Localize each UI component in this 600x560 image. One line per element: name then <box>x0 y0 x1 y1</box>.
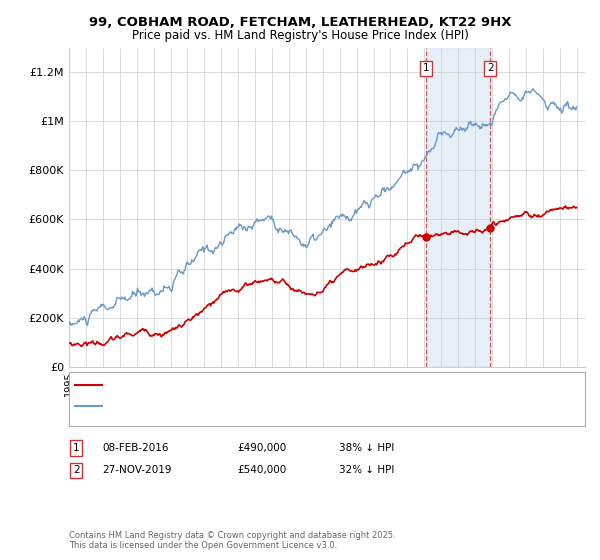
Text: Contains HM Land Registry data © Crown copyright and database right 2025.
This d: Contains HM Land Registry data © Crown c… <box>69 530 395 550</box>
Text: £490,000: £490,000 <box>237 443 286 453</box>
Text: 99, COBHAM ROAD, FETCHAM, LEATHERHEAD, KT22 9HX (detached house): 99, COBHAM ROAD, FETCHAM, LEATHERHEAD, K… <box>108 380 482 390</box>
Text: £540,000: £540,000 <box>237 465 286 475</box>
Text: 08-FEB-2016: 08-FEB-2016 <box>102 443 169 453</box>
Text: 27-NOV-2019: 27-NOV-2019 <box>102 465 172 475</box>
Text: 1: 1 <box>422 63 429 73</box>
Bar <box>426 48 490 367</box>
Text: 2: 2 <box>487 63 494 73</box>
Text: 32% ↓ HPI: 32% ↓ HPI <box>339 465 394 475</box>
Text: 1: 1 <box>73 443 80 453</box>
Text: 38% ↓ HPI: 38% ↓ HPI <box>339 443 394 453</box>
Text: Price paid vs. HM Land Registry's House Price Index (HPI): Price paid vs. HM Land Registry's House … <box>131 29 469 42</box>
Text: HPI: Average price, detached house, Mole Valley: HPI: Average price, detached house, Mole… <box>108 401 349 411</box>
Text: 99, COBHAM ROAD, FETCHAM, LEATHERHEAD, KT22 9HX: 99, COBHAM ROAD, FETCHAM, LEATHERHEAD, K… <box>89 16 511 29</box>
Text: 2: 2 <box>73 465 80 475</box>
